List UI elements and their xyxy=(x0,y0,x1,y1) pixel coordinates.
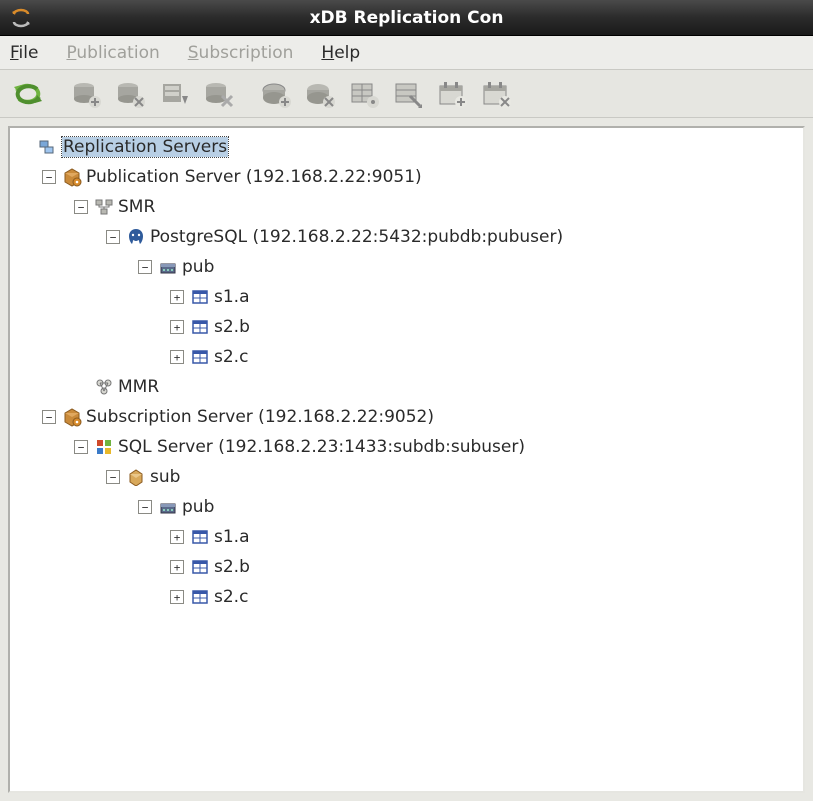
tree-label: sub xyxy=(150,467,180,487)
subscription-icon xyxy=(126,467,146,487)
toolbar-disk-add-button xyxy=(256,74,296,114)
tree-node-smr[interactable]: − SMR xyxy=(14,192,799,222)
tree-label: pub xyxy=(182,497,214,517)
table-icon xyxy=(190,347,210,367)
tree-toggle[interactable]: − xyxy=(42,170,56,184)
publication-icon xyxy=(158,497,178,517)
tree-panel: Replication Servers − Publication Server… xyxy=(8,126,805,793)
tree-toggle xyxy=(74,380,88,394)
postgresql-icon xyxy=(126,227,146,247)
tree-node-subscription-server[interactable]: − Subscription Server (192.168.2.22:9052… xyxy=(14,402,799,432)
menu-help[interactable]: Help xyxy=(321,43,360,63)
tree-toggle[interactable]: − xyxy=(106,230,120,244)
tree-label: PostgreSQL (192.168.2.22:5432:pubdb:pubu… xyxy=(150,227,563,247)
tree-toggle[interactable]: + xyxy=(170,350,184,364)
table-icon xyxy=(190,317,210,337)
menubar: File Publication Subscription Help xyxy=(0,36,813,70)
tree-toggle[interactable]: − xyxy=(138,260,152,274)
smr-icon xyxy=(94,197,114,217)
menu-subscription: Subscription xyxy=(188,43,294,63)
tree-node-postgresql[interactable]: − PostgreSQL (192.168.2.22:5432:pubdb:pu… xyxy=(14,222,799,252)
tree-label: pub xyxy=(182,257,214,277)
toolbar-table-link-button xyxy=(388,74,428,114)
publication-icon xyxy=(158,257,178,277)
tree-toggle[interactable]: + xyxy=(170,290,184,304)
toolbar-db-cancel-button xyxy=(198,74,238,114)
tree-node-sub[interactable]: − sub xyxy=(14,462,799,492)
tree-node-publication-server[interactable]: − Publication Server (192.168.2.22:9051) xyxy=(14,162,799,192)
box-gear-icon xyxy=(62,167,82,187)
tree: Replication Servers − Publication Server… xyxy=(14,132,799,612)
tree-toggle[interactable]: − xyxy=(74,200,88,214)
tree-toggle xyxy=(18,140,32,154)
servers-icon xyxy=(38,137,58,157)
table-icon xyxy=(190,587,210,607)
tree-toggle[interactable]: − xyxy=(106,470,120,484)
tree-label: s1.a xyxy=(214,527,250,547)
mmr-icon xyxy=(94,377,114,397)
tree-label: SQL Server (192.168.2.23:1433:subdb:subu… xyxy=(118,437,525,457)
tree-node-table[interactable]: + s1.a xyxy=(14,282,799,312)
tree-label: SMR xyxy=(118,197,155,217)
tree-label: MMR xyxy=(118,377,159,397)
table-icon xyxy=(190,527,210,547)
tree-node-table[interactable]: + s2.b xyxy=(14,552,799,582)
toolbar-calendar-add-button xyxy=(432,74,472,114)
toolbar-db-download-button xyxy=(154,74,194,114)
tree-label: s2.c xyxy=(214,347,248,367)
tree-label: Subscription Server (192.168.2.22:9052) xyxy=(86,407,434,427)
tree-node-table[interactable]: + s1.a xyxy=(14,522,799,552)
tree-node-replication-servers[interactable]: Replication Servers xyxy=(14,132,799,162)
toolbar-db-remove-button xyxy=(110,74,150,114)
tree-toggle[interactable]: − xyxy=(74,440,88,454)
tree-toggle[interactable]: − xyxy=(138,500,152,514)
tree-label: Replication Servers xyxy=(62,137,228,157)
tree-node-pub2[interactable]: − pub xyxy=(14,492,799,522)
window-title: xDB Replication Con xyxy=(310,8,504,28)
tree-label: s2.b xyxy=(214,317,250,337)
tree-toggle[interactable]: + xyxy=(170,530,184,544)
tree-node-pub[interactable]: − pub xyxy=(14,252,799,282)
tree-label: s1.a xyxy=(214,287,250,307)
tree-label: Publication Server (192.168.2.22:9051) xyxy=(86,167,422,187)
tree-toggle[interactable]: + xyxy=(170,320,184,334)
toolbar xyxy=(0,70,813,118)
sqlserver-icon xyxy=(94,437,114,457)
table-icon xyxy=(190,557,210,577)
tree-toggle[interactable]: + xyxy=(170,590,184,604)
tree-toggle[interactable]: + xyxy=(170,560,184,574)
tree-node-table[interactable]: + s2.c xyxy=(14,342,799,372)
toolbar-disk-remove-button xyxy=(300,74,340,114)
app-icon xyxy=(10,7,32,29)
box-gear-icon xyxy=(62,407,82,427)
tree-toggle[interactable]: − xyxy=(42,410,56,424)
toolbar-refresh-button[interactable] xyxy=(8,74,48,114)
toolbar-table-config-button xyxy=(344,74,384,114)
toolbar-calendar-remove-button xyxy=(476,74,516,114)
toolbar-db-add-button xyxy=(66,74,106,114)
tree-label: s2.b xyxy=(214,557,250,577)
menu-publication: Publication xyxy=(66,43,159,63)
tree-node-sqlserver[interactable]: − SQL Server (192.168.2.23:1433:subdb:su… xyxy=(14,432,799,462)
window-titlebar: xDB Replication Con xyxy=(0,0,813,36)
tree-node-table[interactable]: + s2.c xyxy=(14,582,799,612)
tree-node-mmr[interactable]: MMR xyxy=(14,372,799,402)
tree-node-table[interactable]: + s2.b xyxy=(14,312,799,342)
table-icon xyxy=(190,287,210,307)
tree-label: s2.c xyxy=(214,587,248,607)
menu-file[interactable]: File xyxy=(10,43,38,63)
